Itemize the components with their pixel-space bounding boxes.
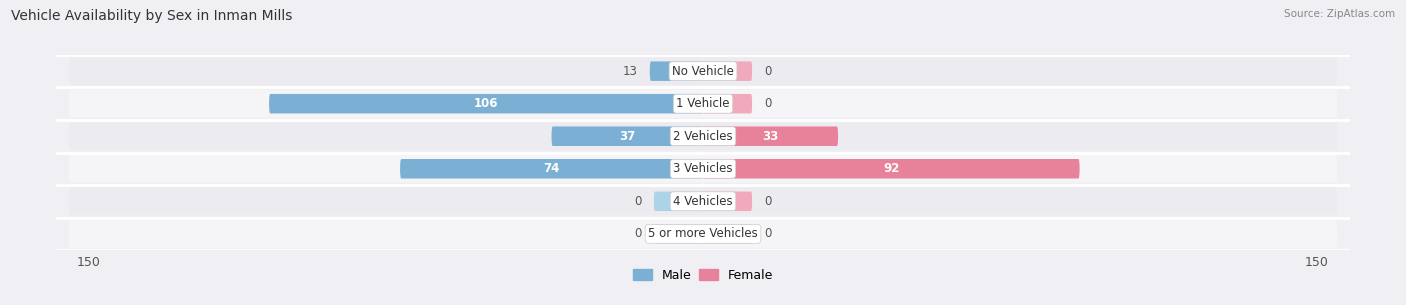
- Text: 92: 92: [883, 162, 900, 175]
- Text: Source: ZipAtlas.com: Source: ZipAtlas.com: [1284, 9, 1395, 19]
- Text: 3 Vehicles: 3 Vehicles: [673, 162, 733, 175]
- Text: 0: 0: [765, 227, 772, 240]
- FancyBboxPatch shape: [703, 61, 752, 81]
- FancyBboxPatch shape: [703, 94, 752, 113]
- Text: 4 Vehicles: 4 Vehicles: [673, 195, 733, 208]
- Text: 5 or more Vehicles: 5 or more Vehicles: [648, 227, 758, 240]
- Text: 106: 106: [474, 97, 498, 110]
- Text: 37: 37: [619, 130, 636, 143]
- FancyBboxPatch shape: [703, 127, 838, 146]
- FancyBboxPatch shape: [269, 94, 703, 113]
- FancyBboxPatch shape: [69, 90, 1337, 117]
- Text: 0: 0: [634, 195, 641, 208]
- Text: 0: 0: [765, 195, 772, 208]
- Text: 0: 0: [765, 97, 772, 110]
- FancyBboxPatch shape: [69, 57, 1337, 85]
- Text: 74: 74: [543, 162, 560, 175]
- Text: 13: 13: [623, 65, 637, 78]
- FancyBboxPatch shape: [703, 159, 1080, 178]
- Text: 2 Vehicles: 2 Vehicles: [673, 130, 733, 143]
- FancyBboxPatch shape: [69, 122, 1337, 150]
- FancyBboxPatch shape: [703, 224, 752, 244]
- FancyBboxPatch shape: [401, 159, 703, 178]
- Text: Vehicle Availability by Sex in Inman Mills: Vehicle Availability by Sex in Inman Mil…: [11, 9, 292, 23]
- Text: 1 Vehicle: 1 Vehicle: [676, 97, 730, 110]
- FancyBboxPatch shape: [654, 224, 703, 244]
- FancyBboxPatch shape: [551, 127, 703, 146]
- Legend: Male, Female: Male, Female: [628, 264, 778, 287]
- FancyBboxPatch shape: [69, 220, 1337, 248]
- Text: 0: 0: [634, 227, 641, 240]
- Text: 33: 33: [762, 130, 779, 143]
- Text: No Vehicle: No Vehicle: [672, 65, 734, 78]
- FancyBboxPatch shape: [703, 192, 752, 211]
- FancyBboxPatch shape: [69, 188, 1337, 215]
- FancyBboxPatch shape: [69, 155, 1337, 183]
- FancyBboxPatch shape: [650, 61, 703, 81]
- Text: 0: 0: [765, 65, 772, 78]
- FancyBboxPatch shape: [654, 192, 703, 211]
